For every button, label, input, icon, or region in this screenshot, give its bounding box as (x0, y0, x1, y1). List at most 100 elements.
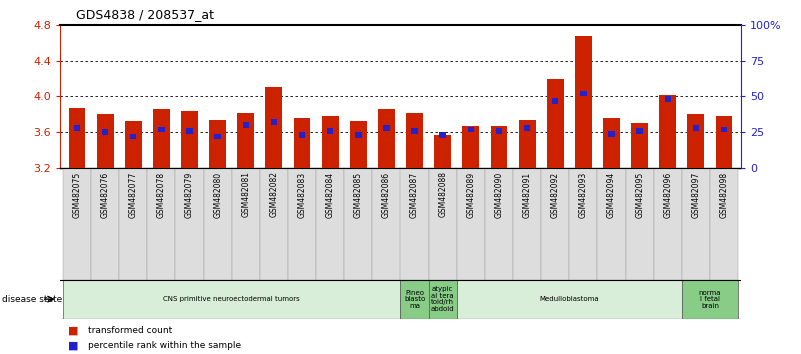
Bar (203, 168, 231, 280)
Text: GSM482087: GSM482087 (410, 171, 419, 218)
Text: GSM482085: GSM482085 (354, 171, 363, 218)
Bar (490, 126, 507, 168)
Bar (468, 127, 474, 132)
Text: GSM482096: GSM482096 (663, 171, 672, 218)
Bar (524, 125, 530, 131)
Text: GSM482090: GSM482090 (494, 171, 504, 218)
Bar (485, 168, 513, 280)
Bar (119, 168, 147, 280)
Bar (327, 128, 333, 134)
Bar (147, 168, 175, 280)
Bar (608, 131, 614, 137)
Bar (541, 168, 570, 280)
Bar (175, 168, 203, 280)
Text: GSM482089: GSM482089 (466, 171, 475, 218)
Bar (519, 120, 536, 168)
Bar (721, 127, 727, 132)
Bar (547, 79, 564, 168)
Bar (715, 116, 732, 168)
Bar (243, 122, 249, 128)
Bar (513, 168, 541, 280)
Text: GSM482097: GSM482097 (691, 171, 700, 218)
Bar (69, 108, 86, 168)
Text: GSM482081: GSM482081 (241, 171, 250, 217)
Text: GSM482092: GSM482092 (551, 171, 560, 218)
Bar (63, 280, 400, 319)
Text: Pineo
blasto
ma: Pineo blasto ma (404, 290, 425, 309)
Text: GSM482084: GSM482084 (326, 171, 335, 218)
Bar (570, 168, 598, 280)
Text: Medulloblastoma: Medulloblastoma (540, 296, 599, 302)
Text: percentile rank within the sample: percentile rank within the sample (88, 341, 241, 350)
Bar (429, 168, 457, 280)
Bar (631, 123, 648, 168)
Text: GSM482093: GSM482093 (579, 171, 588, 218)
Bar (412, 128, 418, 134)
Bar (97, 114, 114, 168)
Text: GSM482083: GSM482083 (297, 171, 307, 218)
Bar (316, 168, 344, 280)
Text: GSM482077: GSM482077 (129, 171, 138, 218)
Bar (372, 168, 400, 280)
Bar (626, 168, 654, 280)
Bar (181, 111, 198, 168)
Text: GSM482086: GSM482086 (382, 171, 391, 218)
Bar (682, 280, 738, 319)
Bar (637, 128, 643, 134)
Bar (575, 35, 592, 168)
Text: GSM482094: GSM482094 (607, 171, 616, 218)
Bar (654, 168, 682, 280)
Text: GSM482079: GSM482079 (185, 171, 194, 218)
Bar (350, 121, 367, 168)
Text: GDS4838 / 208537_at: GDS4838 / 208537_at (76, 8, 214, 21)
Bar (91, 168, 119, 280)
Text: transformed count: transformed count (88, 326, 172, 336)
Bar (125, 121, 142, 168)
Bar (231, 168, 260, 280)
Bar (260, 168, 288, 280)
Text: GSM482095: GSM482095 (635, 171, 644, 218)
Bar (153, 109, 170, 168)
Text: ■: ■ (68, 340, 78, 350)
Text: GSM482075: GSM482075 (72, 171, 82, 218)
Text: GSM482080: GSM482080 (213, 171, 222, 218)
Text: GSM482091: GSM482091 (522, 171, 532, 218)
Text: ■: ■ (68, 326, 78, 336)
Bar (322, 116, 339, 168)
Bar (158, 127, 164, 132)
Bar (187, 128, 193, 134)
Bar (434, 135, 451, 168)
Bar (378, 109, 395, 168)
Bar (665, 96, 671, 102)
Bar (693, 125, 699, 131)
Bar (215, 134, 221, 139)
Bar (457, 168, 485, 280)
Bar (687, 114, 704, 168)
Bar (710, 168, 738, 280)
Bar (400, 280, 429, 319)
Bar (237, 114, 254, 168)
Bar (603, 118, 620, 168)
Text: disease state: disease state (2, 295, 62, 304)
Text: norma
l fetal
brain: norma l fetal brain (698, 290, 721, 309)
Text: CNS primitive neuroectodermal tumors: CNS primitive neuroectodermal tumors (163, 296, 300, 302)
Text: GSM482088: GSM482088 (438, 171, 447, 217)
Bar (130, 134, 136, 139)
Bar (265, 87, 282, 168)
Bar (288, 168, 316, 280)
Text: GSM482082: GSM482082 (269, 171, 279, 217)
Bar (429, 280, 457, 319)
Bar (580, 91, 586, 96)
Bar (406, 113, 423, 168)
Text: GSM482076: GSM482076 (101, 171, 110, 218)
Bar (383, 125, 389, 131)
Bar (355, 132, 361, 138)
Bar (682, 168, 710, 280)
Bar (659, 95, 676, 168)
Bar (598, 168, 626, 280)
Bar (400, 168, 429, 280)
Bar (440, 132, 446, 138)
Text: GSM482098: GSM482098 (719, 171, 729, 218)
Bar (299, 132, 305, 138)
Bar (552, 98, 558, 104)
